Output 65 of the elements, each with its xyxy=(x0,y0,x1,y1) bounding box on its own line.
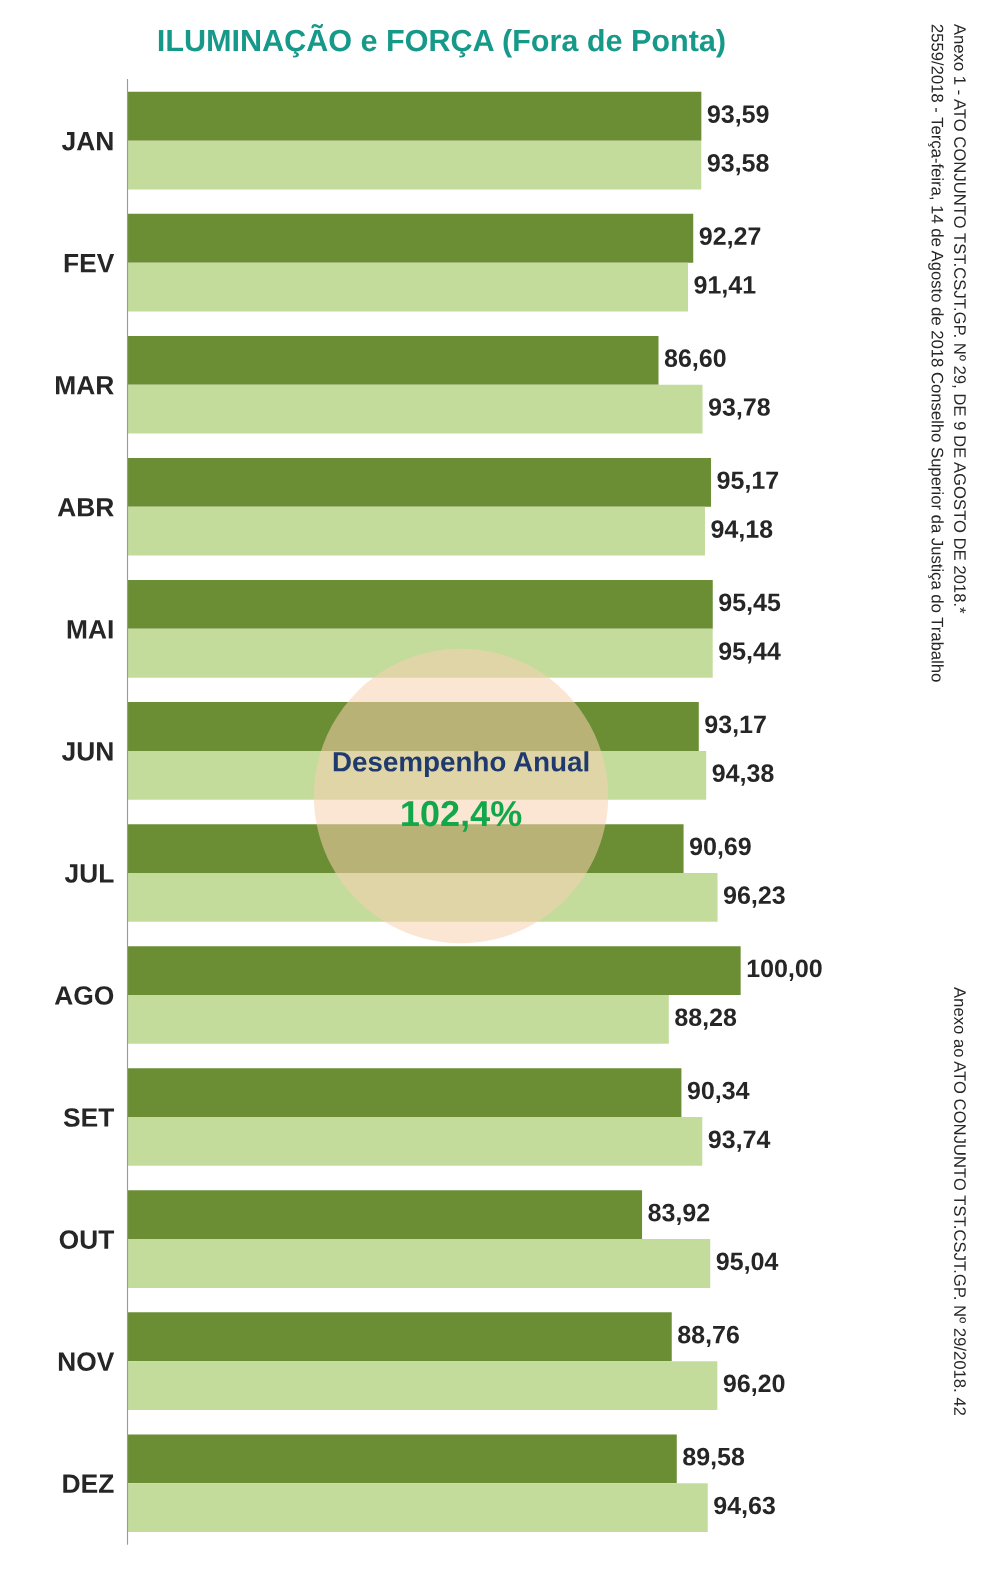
bar xyxy=(127,628,713,678)
data-label: 96,20 xyxy=(723,1374,785,1396)
data-label: 88,76 xyxy=(678,1325,739,1348)
bar xyxy=(127,1239,711,1288)
text: Anexo 1 - ATO CONJUNTO TST.CSJT.GP. Nº 29, DE 9 DE AGOSTO DE 2018.* xyxy=(952,23,966,614)
data-label: 89,58 xyxy=(683,1447,745,1470)
data-label: 90,34 xyxy=(687,1081,750,1103)
bar xyxy=(127,1434,677,1484)
data-label: 94,18 xyxy=(711,520,773,542)
y-tick-label: OUT xyxy=(59,1230,115,1249)
data-label: 83,92 xyxy=(648,1203,710,1226)
bar xyxy=(127,335,659,385)
annotation: Desempenho Anual xyxy=(333,751,589,778)
bar xyxy=(127,702,699,751)
data-label: 96,23 xyxy=(723,886,785,908)
bar xyxy=(127,995,669,1044)
data-label: 95,44 xyxy=(719,642,781,664)
data-label: 100,00 xyxy=(747,959,822,981)
y-tick-label: DEZ xyxy=(63,1474,114,1493)
data-label: 93,58 xyxy=(707,154,769,176)
data-label: 93,59 xyxy=(707,105,769,127)
data-label: 92,27 xyxy=(699,227,761,249)
y-tick-label: JAN xyxy=(61,132,113,151)
bar xyxy=(127,457,712,507)
data-label: 95,04 xyxy=(716,1252,779,1274)
data-label: 90,69 xyxy=(690,837,751,859)
bar xyxy=(127,1068,682,1118)
bar xyxy=(127,213,694,263)
bar xyxy=(127,1361,718,1410)
data-label: 95,45 xyxy=(719,593,781,615)
data-label: 94,38 xyxy=(712,764,774,786)
y-tick-label: JUL xyxy=(64,864,114,883)
bar xyxy=(127,1190,643,1240)
bar xyxy=(127,1483,708,1533)
text: Anexo ao ATO CONJUNTO TST.CSJT.GP. Nº 29/2018. 42 xyxy=(954,987,967,1416)
text: 2559/2018 - Terça-feira, 14 de Agosto de 2018 Conselho Superior da Justiça do Trabalho xyxy=(928,24,944,682)
bar xyxy=(127,506,705,556)
data-label: 91,41 xyxy=(694,276,756,298)
y-tick-label: JUN xyxy=(61,742,113,761)
data-label: 93,74 xyxy=(708,1130,771,1152)
bar xyxy=(127,580,713,629)
bar xyxy=(127,140,702,190)
bar xyxy=(127,91,702,141)
bar xyxy=(127,262,688,312)
data-label: 93,78 xyxy=(708,398,770,420)
annotation: 102,4% xyxy=(402,800,522,832)
data-label: 88,28 xyxy=(675,1008,737,1030)
y-tick-label: MAR xyxy=(56,376,114,395)
y-tick-label: FEV xyxy=(64,254,115,273)
bar xyxy=(127,946,741,995)
bar xyxy=(127,872,718,922)
y-tick-label: SET xyxy=(63,1108,115,1127)
data-label: 86,60 xyxy=(664,349,726,371)
bar xyxy=(127,750,707,800)
bar xyxy=(127,384,703,434)
bar xyxy=(127,1312,672,1362)
y-tick-label: MAI xyxy=(67,620,113,639)
data-label: 93,17 xyxy=(705,715,766,737)
data-label: 95,17 xyxy=(717,471,779,493)
chart-title: ILUMINAÇÃO e FORÇA (Fora de Ponta) xyxy=(158,23,725,58)
y-tick-label: NOV xyxy=(58,1352,115,1371)
data-label: 94,63 xyxy=(714,1496,775,1518)
y-tick-label: AGO xyxy=(54,986,114,1005)
bar xyxy=(127,1117,703,1166)
y-tick-label: ABR xyxy=(57,498,114,517)
